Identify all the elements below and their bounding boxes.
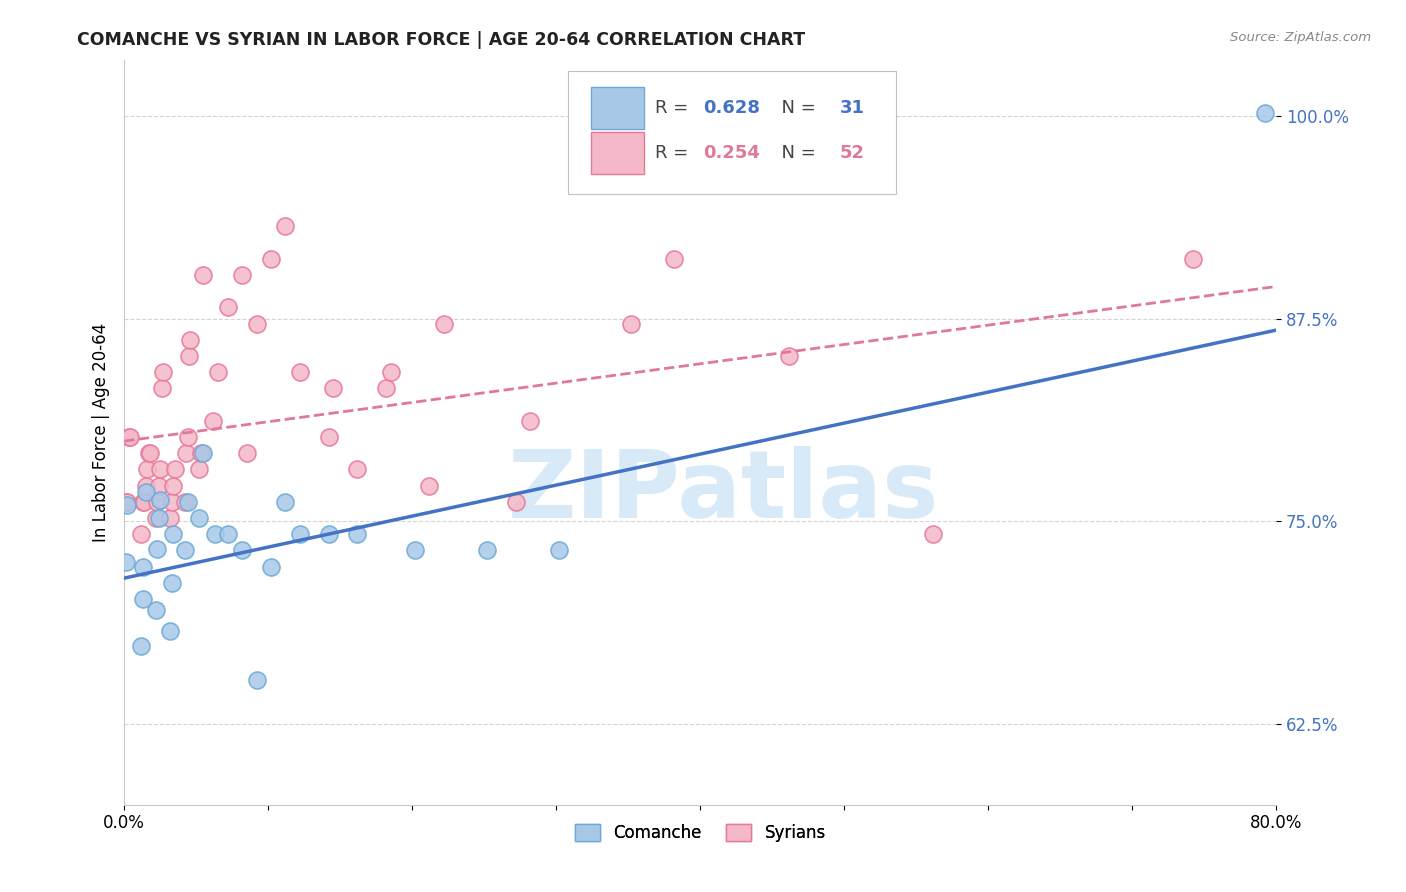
Point — [288, 365, 311, 379]
Point — [318, 430, 340, 444]
Point — [418, 478, 440, 492]
Point — [132, 559, 155, 574]
Point — [118, 430, 141, 444]
Point — [346, 462, 368, 476]
Point — [163, 462, 186, 476]
Point — [115, 495, 138, 509]
Legend: Comanche, Syrians: Comanche, Syrians — [568, 817, 832, 848]
Point — [288, 527, 311, 541]
Point — [146, 495, 169, 509]
Point — [150, 381, 173, 395]
Point — [162, 478, 184, 492]
Text: N =: N = — [770, 144, 815, 161]
Point — [648, 835, 671, 849]
Point — [148, 511, 170, 525]
Point — [193, 268, 215, 282]
Text: 52: 52 — [839, 144, 865, 161]
Point — [475, 543, 498, 558]
Point — [145, 511, 167, 525]
Point — [131, 527, 153, 541]
Point — [160, 495, 183, 509]
Point — [139, 446, 162, 460]
Point — [260, 252, 283, 266]
Point — [149, 493, 172, 508]
Point — [375, 381, 398, 395]
Point — [148, 478, 170, 492]
Point — [176, 495, 198, 509]
Point — [380, 365, 402, 379]
Point — [114, 495, 136, 509]
Point — [190, 446, 212, 460]
Point — [778, 349, 800, 363]
Point — [188, 462, 211, 476]
Point — [274, 495, 297, 509]
Point — [202, 414, 225, 428]
FancyBboxPatch shape — [568, 70, 896, 194]
Text: 0.628: 0.628 — [703, 99, 761, 117]
Point — [159, 624, 181, 639]
Point — [114, 555, 136, 569]
Point — [177, 349, 200, 363]
Point — [433, 317, 456, 331]
Text: R =: R = — [655, 99, 695, 117]
Point — [152, 365, 174, 379]
Text: 0.254: 0.254 — [703, 144, 761, 161]
Point — [664, 252, 686, 266]
Point — [117, 430, 139, 444]
Point — [145, 603, 167, 617]
Text: Source: ZipAtlas.com: Source: ZipAtlas.com — [1230, 31, 1371, 45]
Point — [1253, 106, 1275, 120]
Point — [505, 495, 527, 509]
Point — [246, 317, 269, 331]
Text: ZIPatlas: ZIPatlas — [508, 446, 939, 538]
Text: R =: R = — [655, 144, 695, 161]
Point — [173, 543, 195, 558]
Point — [231, 268, 253, 282]
Point — [193, 446, 215, 460]
Point — [1181, 252, 1204, 266]
Point — [519, 414, 541, 428]
Point — [346, 527, 368, 541]
Point — [132, 591, 155, 606]
Point — [260, 559, 283, 574]
Point — [162, 527, 184, 541]
Point — [246, 673, 269, 687]
Point — [132, 495, 155, 509]
Text: 31: 31 — [839, 99, 865, 117]
FancyBboxPatch shape — [591, 132, 644, 174]
Point — [207, 365, 229, 379]
Y-axis label: In Labor Force | Age 20-64: In Labor Force | Age 20-64 — [93, 323, 110, 541]
Point — [135, 485, 157, 500]
Point — [235, 446, 257, 460]
Text: COMANCHE VS SYRIAN IN LABOR FORCE | AGE 20-64 CORRELATION CHART: COMANCHE VS SYRIAN IN LABOR FORCE | AGE … — [77, 31, 806, 49]
Point — [115, 498, 138, 512]
Point — [274, 219, 297, 234]
Point — [134, 495, 156, 509]
Text: N =: N = — [770, 99, 815, 117]
Point — [922, 527, 945, 541]
Point — [159, 511, 181, 525]
Point — [179, 333, 201, 347]
Point — [149, 462, 172, 476]
Point — [188, 511, 211, 525]
Point — [322, 381, 344, 395]
Point — [620, 317, 643, 331]
Point — [138, 446, 160, 460]
Point — [204, 527, 226, 541]
Point — [404, 543, 426, 558]
Point — [217, 301, 239, 315]
Point — [146, 541, 169, 556]
Point — [174, 446, 197, 460]
Point — [173, 495, 195, 509]
Point — [136, 462, 159, 476]
Point — [318, 527, 340, 541]
Point — [548, 543, 571, 558]
Point — [135, 478, 157, 492]
Point — [160, 575, 183, 590]
Point — [217, 527, 239, 541]
FancyBboxPatch shape — [591, 87, 644, 128]
Point — [231, 543, 253, 558]
Point — [131, 639, 153, 653]
Point — [176, 430, 198, 444]
